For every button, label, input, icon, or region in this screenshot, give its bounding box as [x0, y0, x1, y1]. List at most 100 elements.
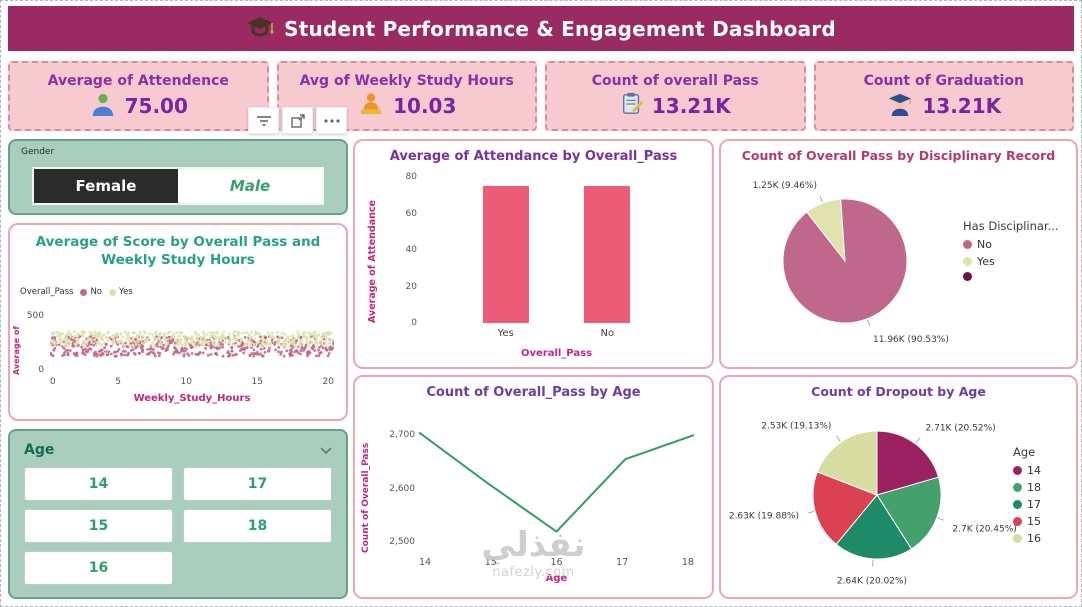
scatter-point: [248, 337, 252, 341]
scatter-point: [318, 346, 321, 349]
scatter-point: [58, 341, 61, 344]
scatter-point: [98, 353, 102, 357]
legend-item[interactable]: [963, 272, 1074, 281]
more-options-button[interactable]: [316, 107, 347, 134]
scatter-point: [282, 340, 286, 344]
x-tick-label: 18: [681, 557, 694, 568]
kpi-title: Count of overall Pass: [591, 72, 759, 89]
x-tick-label: 0: [50, 377, 56, 387]
legend-title: Overall_Pass: [20, 287, 74, 297]
y-tick-label: 2,700: [389, 430, 415, 441]
focus-mode-button[interactable]: [282, 107, 313, 134]
legend-dot: [109, 288, 116, 296]
dropout-pie-legend: Age 14 18 17 15 16: [1013, 401, 1074, 595]
scatter-point: [120, 352, 123, 356]
legend-dot: [1013, 483, 1022, 492]
line-series[interactable]: [419, 431, 694, 533]
legend-label: 15: [1027, 515, 1041, 528]
scatter-point: [151, 333, 155, 337]
scatter-point: [309, 333, 312, 337]
scatter-point: [153, 354, 157, 358]
age-option-15[interactable]: 15: [24, 509, 173, 543]
chevron-down-icon[interactable]: [320, 440, 332, 459]
legend-item[interactable]: No: [963, 238, 1074, 251]
bar-no[interactable]: [584, 186, 631, 323]
x-axis-title: Age: [545, 573, 568, 584]
scatter-point: [63, 351, 66, 355]
scatter-point: [101, 351, 104, 355]
x-axis-title: Weekly_Study_Hours: [133, 393, 251, 404]
scatter-point: [221, 345, 225, 349]
scatter-legend-item[interactable]: Yes: [109, 287, 133, 297]
bar-chart-card: Average of Attendance by Overall_Pass Av…: [353, 139, 714, 369]
scatter-point: [327, 352, 331, 355]
scatter-point: [130, 344, 133, 348]
gender-option-female[interactable]: Female: [34, 169, 178, 203]
scatter-point: [325, 348, 329, 352]
scatter-point: [260, 354, 264, 358]
scatter-point: [73, 342, 77, 346]
scatter-point: [155, 344, 159, 348]
scatter-point: [226, 351, 230, 355]
legend-item[interactable]: Yes: [963, 255, 1074, 268]
scatter-point: [58, 337, 62, 341]
age-option-16[interactable]: 16: [24, 551, 173, 585]
legend-item[interactable]: 15: [1013, 515, 1074, 528]
scatter-point: [313, 349, 317, 352]
scatter-point: [109, 352, 113, 356]
legend-item[interactable]: 14: [1013, 464, 1074, 477]
scatter-point: [321, 346, 325, 350]
scatter-plot: [50, 330, 334, 358]
scatter-point: [254, 330, 258, 334]
scatter-point: [320, 339, 323, 342]
scatter-point: [291, 334, 294, 337]
pie-slice-14[interactable]: [876, 430, 940, 496]
scatter-point: [325, 337, 328, 341]
kpi-row: Average of Attendence 75.00 Avg of Weekl…: [8, 61, 1074, 131]
scatter-legend-item[interactable]: No: [80, 287, 102, 297]
pie-slice-No[interactable]: [782, 198, 908, 324]
scatter-point: [134, 346, 138, 350]
pie-slice-18[interactable]: [876, 476, 942, 550]
pie-slice-17[interactable]: [835, 494, 913, 560]
dropout-pie-legend-items: 14 18 17 15 16: [1013, 464, 1074, 545]
gender-option-male[interactable]: Male: [178, 169, 322, 203]
scatter-point: [118, 340, 121, 344]
scatter-point: [327, 331, 330, 334]
scatter-point: [202, 342, 205, 345]
scatter-point: [137, 343, 141, 347]
scatter-point: [299, 349, 303, 353]
scatter-point: [179, 332, 183, 335]
scatter-point: [257, 339, 261, 343]
scatter-point: [84, 341, 88, 345]
pie-row: 2.71K (20.52%) 2.7K (20.45%) 2.64K (20.02%…: [725, 401, 1074, 595]
legend-item[interactable]: 18: [1013, 481, 1074, 494]
scatter-point: [268, 344, 272, 348]
line-plot: [419, 431, 694, 533]
kpi-overall-pass: Count of overall Pass 13.21K: [545, 61, 806, 131]
scatter-point: [121, 335, 125, 339]
legend-item[interactable]: 17: [1013, 498, 1074, 511]
scatter-point: [163, 335, 166, 339]
age-slicer-header: Age: [10, 431, 346, 461]
pie-slice-16[interactable]: [816, 430, 878, 496]
scatter-point: [152, 348, 155, 351]
age-option-18[interactable]: 18: [183, 509, 332, 543]
bar-plot: Yes No: [427, 177, 686, 339]
scatter-point: [67, 330, 70, 334]
scatter-point: [324, 334, 327, 338]
pie-slice-15[interactable]: [812, 471, 878, 546]
scatter-point: [266, 331, 270, 335]
scatter-point: [206, 353, 210, 357]
bar-yes[interactable]: [482, 186, 529, 323]
legend-item[interactable]: 16: [1013, 532, 1074, 545]
age-option-14[interactable]: 14: [24, 467, 173, 501]
filter-button[interactable]: [248, 107, 279, 134]
scatter-point: [135, 333, 139, 337]
scatter-point: [227, 332, 231, 336]
scatter-point: [296, 330, 300, 334]
scatter-point: [182, 353, 186, 356]
scatter-chart-card: Average of Score by Overall Pass and Wee…: [8, 223, 348, 421]
age-option-17[interactable]: 17: [183, 467, 332, 501]
